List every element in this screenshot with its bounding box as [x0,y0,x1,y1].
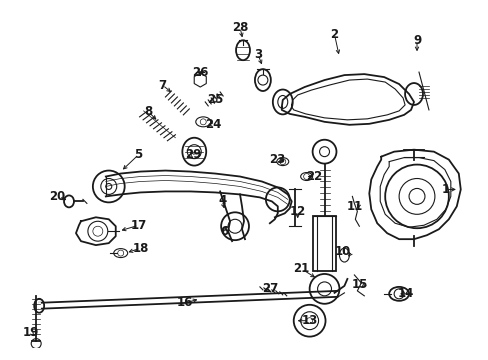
Text: 28: 28 [231,21,248,34]
Text: 1: 1 [441,183,449,196]
Text: 16: 16 [177,296,193,309]
Text: 2: 2 [330,28,338,41]
Text: 5: 5 [134,148,142,161]
Text: 18: 18 [132,242,148,255]
Text: 20: 20 [49,190,65,203]
Bar [312,216,336,271]
Text: 8: 8 [144,105,152,118]
Text: 26: 26 [192,66,208,78]
Text: 23: 23 [268,153,285,166]
Text: 9: 9 [412,34,420,47]
Text: 7: 7 [158,78,166,91]
Text: 22: 22 [306,170,322,183]
Text: 27: 27 [261,282,277,295]
Text: 6: 6 [220,225,228,238]
Text: 4: 4 [218,194,226,207]
Text: 25: 25 [206,94,223,107]
Text: 19: 19 [23,326,40,339]
Text: 21: 21 [293,262,309,275]
Text: 12: 12 [289,205,305,218]
Text: 11: 11 [346,200,362,213]
Text: 10: 10 [334,244,350,258]
Text: 14: 14 [397,287,413,300]
Text: 15: 15 [351,278,368,291]
Text: 29: 29 [185,148,201,161]
Text: 17: 17 [130,219,146,232]
Text: 24: 24 [204,118,221,131]
Text: 3: 3 [253,48,262,61]
Text: 13: 13 [301,314,317,327]
